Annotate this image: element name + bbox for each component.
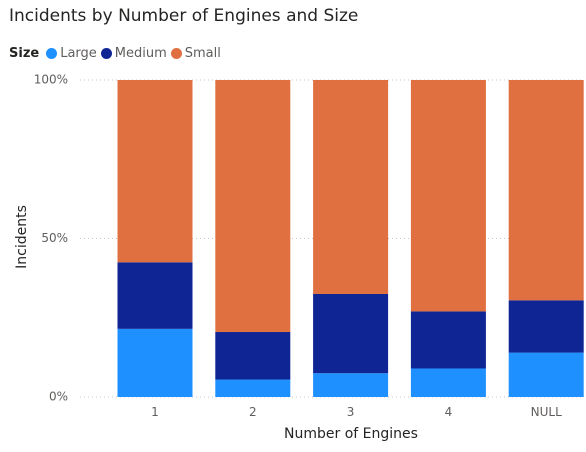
y-tick-label: 0% bbox=[49, 390, 68, 404]
legend-item-small[interactable]: Small bbox=[170, 45, 221, 61]
x-tick-label: 3 bbox=[347, 405, 355, 419]
bar-medium-null[interactable] bbox=[508, 300, 584, 353]
x-tick-label: 1 bbox=[151, 405, 159, 419]
bar-medium-2[interactable] bbox=[215, 332, 291, 380]
bar-large-null[interactable] bbox=[508, 352, 584, 397]
bar-large-4[interactable] bbox=[410, 368, 486, 397]
bar-small-null[interactable] bbox=[508, 80, 584, 301]
y-axis-title: Incidents bbox=[14, 205, 30, 269]
bar-small-3[interactable] bbox=[313, 80, 389, 294]
legend: Size Large Medium Small bbox=[9, 44, 225, 62]
bar-medium-1[interactable] bbox=[117, 262, 193, 329]
bar-large-3[interactable] bbox=[313, 373, 389, 397]
legend-label-small: Small bbox=[184, 45, 221, 61]
chart-title: Incidents by Number of Engines and Size bbox=[9, 6, 359, 26]
x-tick-label: NULL bbox=[531, 405, 562, 419]
legend-swatch-large-icon bbox=[46, 47, 58, 59]
bar-medium-4[interactable] bbox=[410, 311, 486, 369]
bar-small-1[interactable] bbox=[117, 80, 193, 263]
x-tick-label: 4 bbox=[445, 405, 453, 419]
bar-small-4[interactable] bbox=[410, 80, 486, 312]
x-tick-label: 2 bbox=[249, 405, 257, 419]
y-axis-ticks: 0% 50% 100% bbox=[34, 73, 68, 404]
bar-large-2[interactable] bbox=[215, 379, 291, 397]
x-axis-title: Number of Engines bbox=[284, 426, 418, 442]
legend-swatch-medium-icon bbox=[100, 47, 112, 59]
legend-swatch-small-icon bbox=[170, 47, 182, 59]
legend-item-large[interactable]: Large bbox=[46, 46, 97, 61]
bar-medium-3[interactable] bbox=[313, 293, 389, 374]
legend-label-medium: Medium bbox=[114, 45, 167, 61]
legend-item-medium[interactable]: Medium bbox=[100, 45, 167, 61]
legend-label-large: Large bbox=[60, 45, 97, 61]
bar-small-2[interactable] bbox=[215, 80, 291, 333]
legend-title: Size bbox=[9, 45, 40, 61]
y-tick-label: 50% bbox=[41, 231, 68, 245]
x-axis-ticks: 1 2 3 4 NULL bbox=[151, 405, 562, 419]
y-tick-label: 100% bbox=[34, 73, 68, 87]
bars bbox=[117, 80, 584, 397]
bar-large-1[interactable] bbox=[117, 328, 193, 397]
